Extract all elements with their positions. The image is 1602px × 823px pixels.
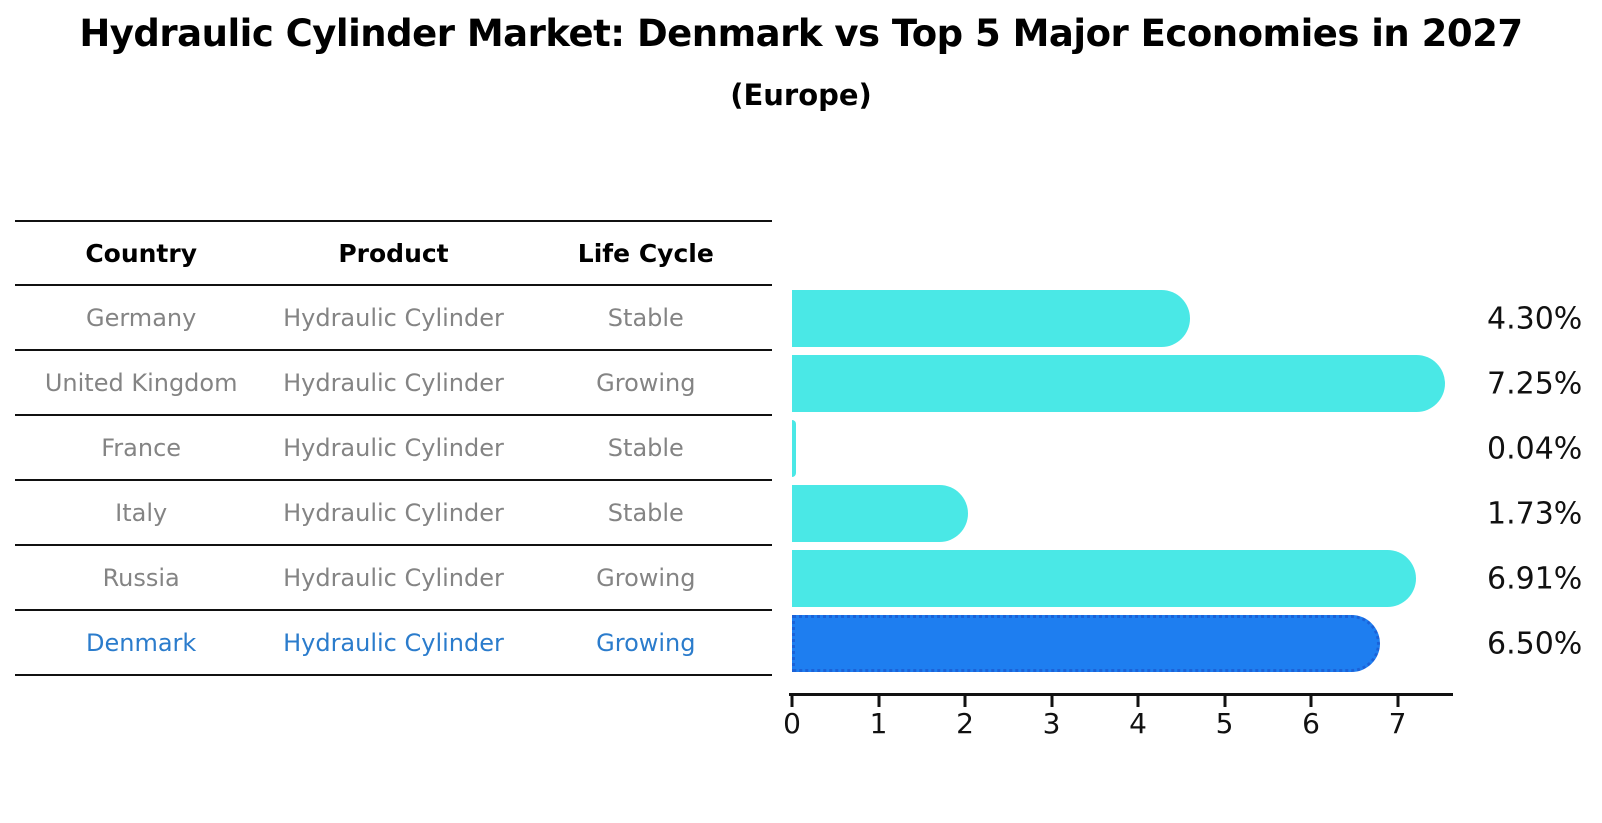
x-axis-tick-label: 6 bbox=[1302, 707, 1320, 740]
value-label-united-kingdom: 7.25% bbox=[1487, 366, 1583, 401]
bar-france bbox=[792, 420, 796, 477]
table-cell-country: United Kingdom bbox=[44, 368, 238, 397]
value-label-germany: 4.30% bbox=[1487, 301, 1583, 336]
bar-chart-plot-area bbox=[792, 290, 1452, 680]
x-axis-tick bbox=[1309, 696, 1313, 707]
bar-germany bbox=[792, 290, 1190, 347]
table-cell-country: Denmark bbox=[86, 628, 197, 657]
market-table: Country Product Life Cycle Germany Hydrau… bbox=[15, 220, 772, 676]
x-axis-line bbox=[789, 693, 1453, 696]
table-cell-product: Hydraulic Cylinder bbox=[283, 498, 504, 527]
x-axis-tick-label: 2 bbox=[956, 707, 974, 740]
x-axis-tick-label: 5 bbox=[1215, 707, 1234, 740]
table-body: Germany Hydraulic Cylinder Stable United Ki… bbox=[15, 286, 772, 676]
table-cell-country: Russia bbox=[102, 563, 180, 592]
table-header-row: Country Product Life Cycle bbox=[15, 222, 772, 286]
x-axis-tick-label: 4 bbox=[1129, 707, 1147, 740]
bar-denmark bbox=[792, 615, 1381, 672]
table-cell-product: Hydraulic Cylinder bbox=[283, 563, 504, 592]
x-axis-tick-label: 1 bbox=[869, 707, 888, 740]
table-cell-life-cycle: Growing bbox=[596, 368, 696, 397]
x-axis-tick bbox=[1396, 696, 1399, 707]
table-cell-product: Hydraulic Cylinder bbox=[283, 303, 504, 332]
bar-italy bbox=[792, 485, 968, 542]
bar-russia bbox=[792, 550, 1416, 607]
table-cell-product: Hydraulic Cylinder bbox=[283, 628, 504, 657]
table-cell-life-cycle: Stable bbox=[607, 433, 684, 462]
table-cell-life-cycle: Growing bbox=[596, 563, 696, 592]
value-label-italy: 1.73% bbox=[1487, 496, 1583, 531]
x-axis-tick bbox=[790, 696, 794, 707]
x-axis-tick-label: 0 bbox=[783, 707, 801, 740]
table-cell-life-cycle: Growing bbox=[596, 628, 696, 657]
x-axis-tick bbox=[1223, 696, 1226, 707]
column-header-life-cycle: Life Cycle bbox=[577, 238, 714, 268]
table-cell-product: Hydraulic Cylinder bbox=[283, 368, 504, 397]
value-label-denmark: 6.50% bbox=[1487, 626, 1583, 661]
x-axis-tick-label: 3 bbox=[1042, 707, 1061, 740]
x-axis-tick bbox=[963, 696, 967, 707]
chart-title: Hydraulic Cylinder Market: Denmark vs To… bbox=[79, 12, 1523, 55]
x-axis-tick bbox=[1050, 696, 1053, 707]
x-axis-tick bbox=[877, 696, 880, 707]
table-cell-life-cycle: Stable bbox=[607, 498, 684, 527]
table-cell-country: France bbox=[101, 433, 182, 462]
table-cell-country: Germany bbox=[86, 303, 197, 332]
table-row: France Hydraulic Cylinder Stable bbox=[15, 416, 772, 481]
column-header-product: Product bbox=[338, 238, 449, 268]
x-axis-tick bbox=[1136, 696, 1140, 707]
chart-subtitle: (Europe) bbox=[730, 78, 872, 112]
table-cell-product: Hydraulic Cylinder bbox=[283, 433, 504, 462]
table-cell-country: Italy bbox=[115, 498, 168, 527]
bar-united-kingdom bbox=[792, 355, 1446, 412]
column-header-country: Country bbox=[85, 238, 198, 268]
table-row: Germany Hydraulic Cylinder Stable bbox=[15, 286, 772, 351]
table-row: Russia Hydraulic Cylinder Growing bbox=[15, 546, 772, 611]
x-axis-tick-label: 7 bbox=[1388, 707, 1407, 740]
value-label-france: 0.04% bbox=[1487, 431, 1583, 466]
table-row: United Kingdom Hydraulic Cylinder Growing bbox=[15, 351, 772, 416]
table-row: Denmark Hydraulic Cylinder Growing bbox=[15, 611, 772, 676]
table-cell-life-cycle: Stable bbox=[607, 303, 684, 332]
value-label-russia: 6.91% bbox=[1487, 561, 1583, 596]
table-row: Italy Hydraulic Cylinder Stable bbox=[15, 481, 772, 546]
